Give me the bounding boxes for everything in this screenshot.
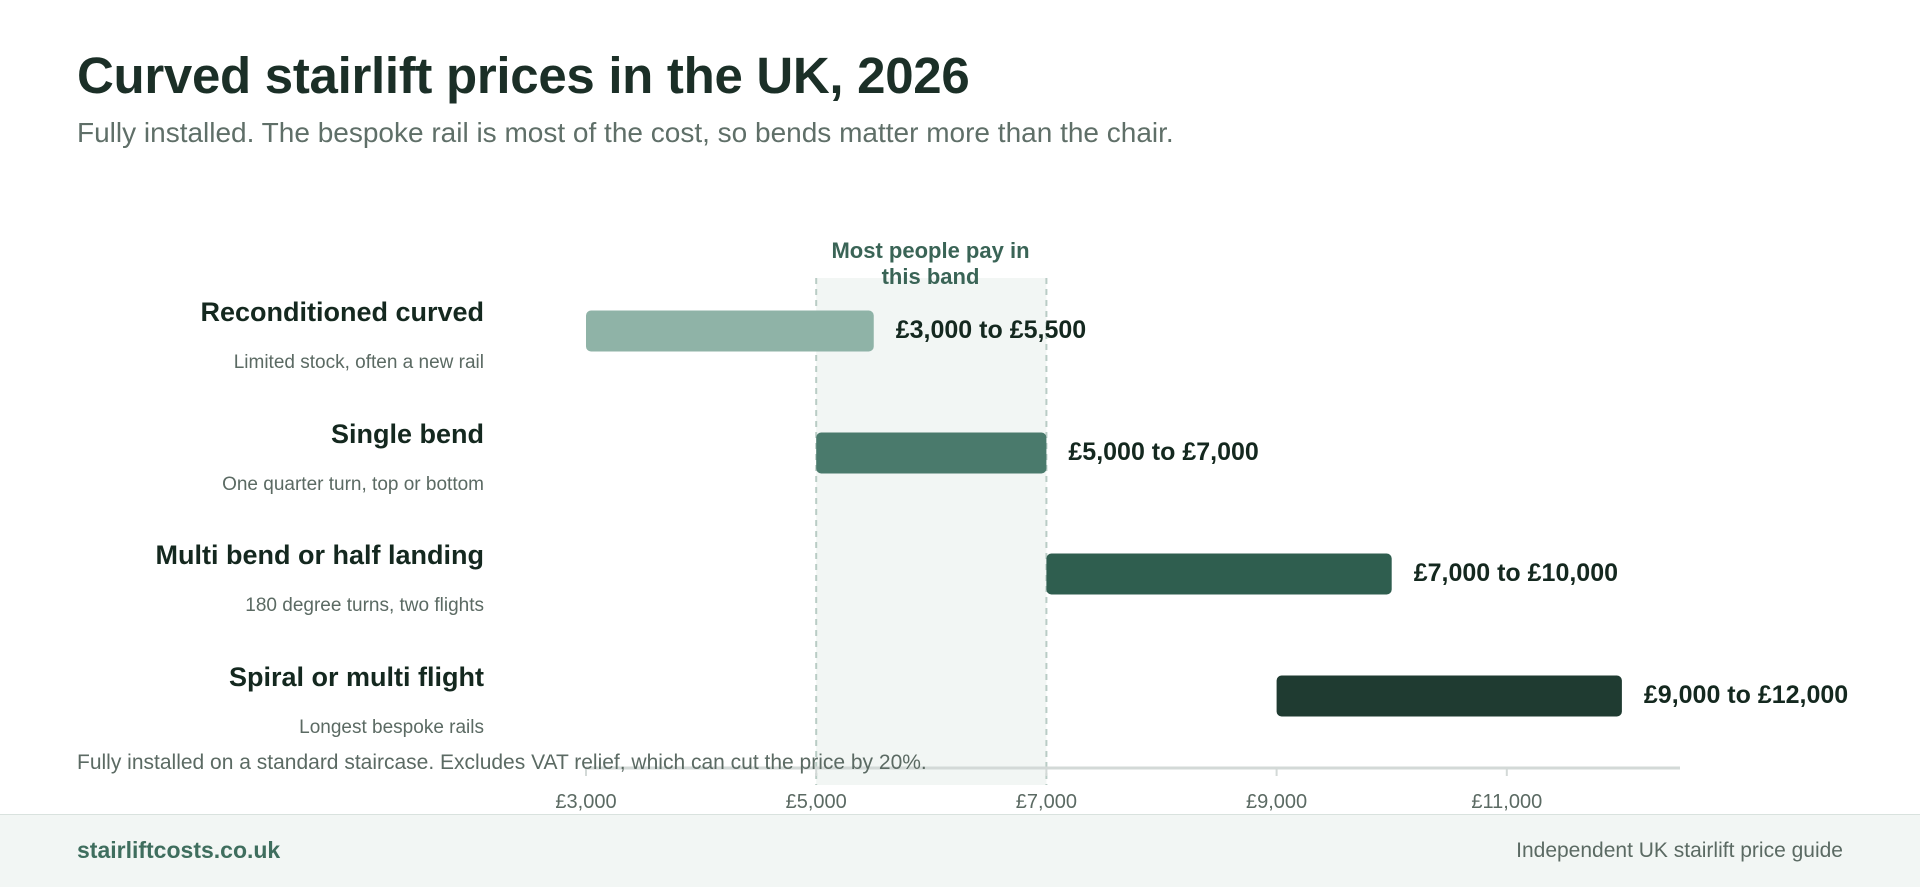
- row-category-label: Multi bend or half landing: [155, 540, 484, 570]
- bar-value-label: £5,000 to £7,000: [1068, 438, 1259, 466]
- range-chart: [585, 278, 1680, 785]
- x-tick-label: £11,000: [1471, 791, 1543, 813]
- x-tick-label: £9,000: [1246, 791, 1308, 813]
- range-bar: [586, 310, 874, 352]
- x-tick-label: £5,000: [785, 791, 847, 813]
- chart-footnote: Fully installed on a standard staircase.…: [77, 751, 927, 774]
- row-category-note: Limited stock, often a new rail: [233, 352, 484, 373]
- range-bar: [816, 432, 1047, 474]
- row-category-note: One quarter turn, top or bottom: [222, 474, 484, 495]
- highlight-band: [816, 278, 1047, 785]
- bar-value-label: £7,000 to £10,000: [1413, 559, 1619, 587]
- range-bar: [1046, 553, 1392, 595]
- footer-tagline: Independent UK stairlift price guide: [1516, 839, 1843, 862]
- x-tick-label: £3,000: [555, 791, 617, 813]
- row-category-label: Spiral or multi flight: [229, 662, 484, 692]
- row-category-label: Reconditioned curved: [200, 297, 484, 327]
- row-category-label: Single bend: [330, 419, 484, 449]
- bar-value-label: £9,000 to £12,000: [1643, 681, 1849, 709]
- page-title: Curved stairlift prices in the UK, 2026: [77, 47, 970, 104]
- bar-value-label: £3,000 to £5,500: [895, 316, 1087, 344]
- page-subtitle: Fully installed. The bespoke rail is mos…: [77, 117, 1174, 148]
- row-category-note: Longest bespoke rails: [299, 717, 484, 738]
- range-bar: [1276, 675, 1622, 717]
- footer: stairliftcosts.co.uk Independent UK stai…: [0, 814, 1920, 887]
- x-tick-label: £7,000: [1015, 791, 1077, 813]
- highlight-band-label: Most people pay in this band: [831, 238, 1030, 289]
- row-category-note: 180 degree turns, two flights: [245, 595, 484, 616]
- footer-brand[interactable]: stairliftcosts.co.uk: [77, 837, 281, 863]
